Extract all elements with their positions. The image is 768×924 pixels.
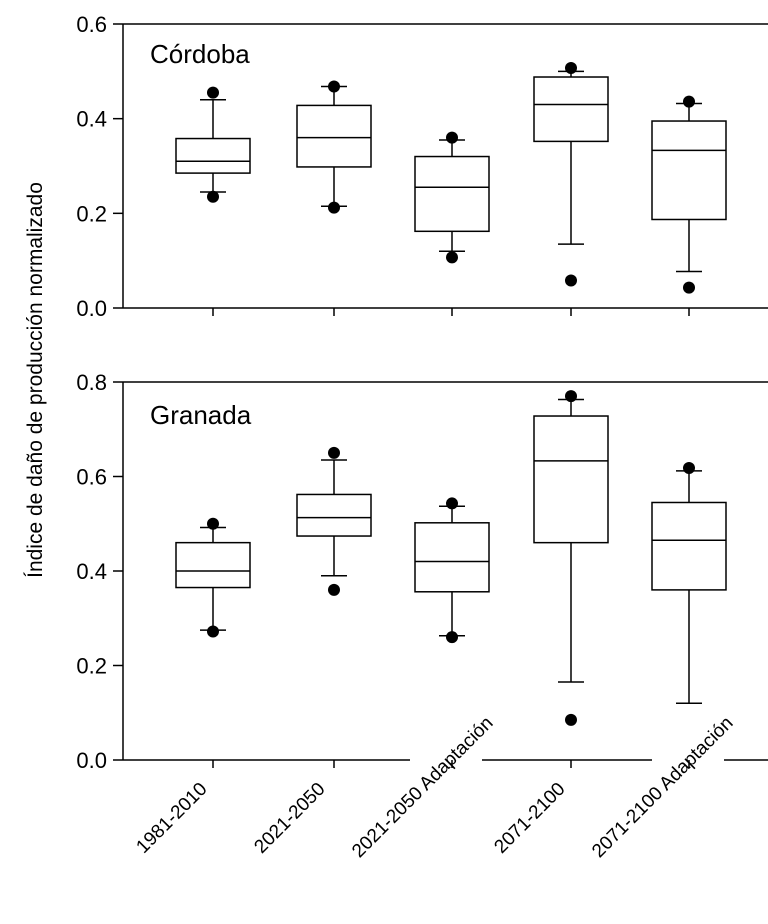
outlier-point: [565, 713, 577, 726]
box-iqr: [533, 76, 609, 143]
box-3: [533, 62, 609, 287]
outlier-point: [446, 497, 458, 510]
outlier-point: [446, 631, 458, 644]
y-tick-label: 0.2: [76, 654, 107, 679]
category-labels: 1981-2010 2021-2050 2021-2050 Adaptación…: [132, 713, 737, 862]
outlier-point: [446, 131, 458, 144]
box-iqr: [296, 493, 372, 537]
panel-cordoba: Córdoba 0.0 0.2 0.4 0.6: [76, 12, 768, 321]
category-label: 2071-2100 Adaptación: [588, 713, 737, 862]
category-label: 1981-2010: [132, 779, 211, 858]
box-2: [414, 497, 490, 644]
outlier-point: [565, 62, 577, 75]
y-tick-label: 0.0: [76, 296, 107, 321]
y-axis-label: Índice de daño de producción normalizado: [24, 182, 47, 578]
category-label: 2021-2050 Adaptación: [348, 713, 497, 862]
box-4: [651, 461, 727, 705]
outlier-point: [328, 583, 340, 596]
box-0: [175, 517, 251, 638]
outlier-point: [683, 461, 695, 474]
box-1: [296, 80, 372, 214]
box-0: [175, 86, 251, 203]
box-iqr: [651, 120, 727, 221]
outlier-point: [207, 517, 219, 530]
category-label: 2021-2050: [250, 779, 329, 858]
box-4: [651, 95, 727, 294]
outlier-point: [328, 80, 340, 93]
outlier-point: [565, 274, 577, 287]
y-tick-label: 0.8: [76, 370, 107, 395]
box-3: [533, 390, 609, 726]
box-1: [296, 446, 372, 596]
outlier-point: [207, 86, 219, 99]
category-label: 2071-2100: [490, 779, 569, 858]
outlier-point: [207, 625, 219, 638]
panel-title-granada: Granada: [150, 400, 252, 430]
box-iqr: [414, 522, 490, 593]
outlier-point: [683, 95, 695, 108]
box-iqr: [651, 501, 727, 591]
box-iqr: [175, 137, 251, 174]
outlier-point: [683, 281, 695, 294]
outlier-point: [328, 446, 340, 459]
y-tick-label: 0.6: [76, 12, 107, 37]
y-tick-label: 0.6: [76, 465, 107, 490]
box-2: [414, 131, 490, 264]
box-iqr: [414, 155, 490, 233]
box-iqr: [175, 541, 251, 589]
outlier-point: [328, 201, 340, 214]
outlier-point: [207, 190, 219, 203]
box-iqr: [296, 104, 372, 168]
y-tick-label: 0.2: [76, 201, 107, 226]
y-tick-label: 0.0: [76, 748, 107, 773]
outlier-point: [565, 390, 577, 403]
panel-title-cordoba: Córdoba: [150, 39, 250, 69]
outlier-point: [446, 251, 458, 264]
box-iqr: [533, 415, 609, 544]
y-tick-label: 0.4: [76, 559, 107, 584]
panel-granada: Granada 0.0 0.2 0.4 0.6 0.8: [76, 370, 768, 773]
y-tick-label: 0.4: [76, 107, 107, 132]
